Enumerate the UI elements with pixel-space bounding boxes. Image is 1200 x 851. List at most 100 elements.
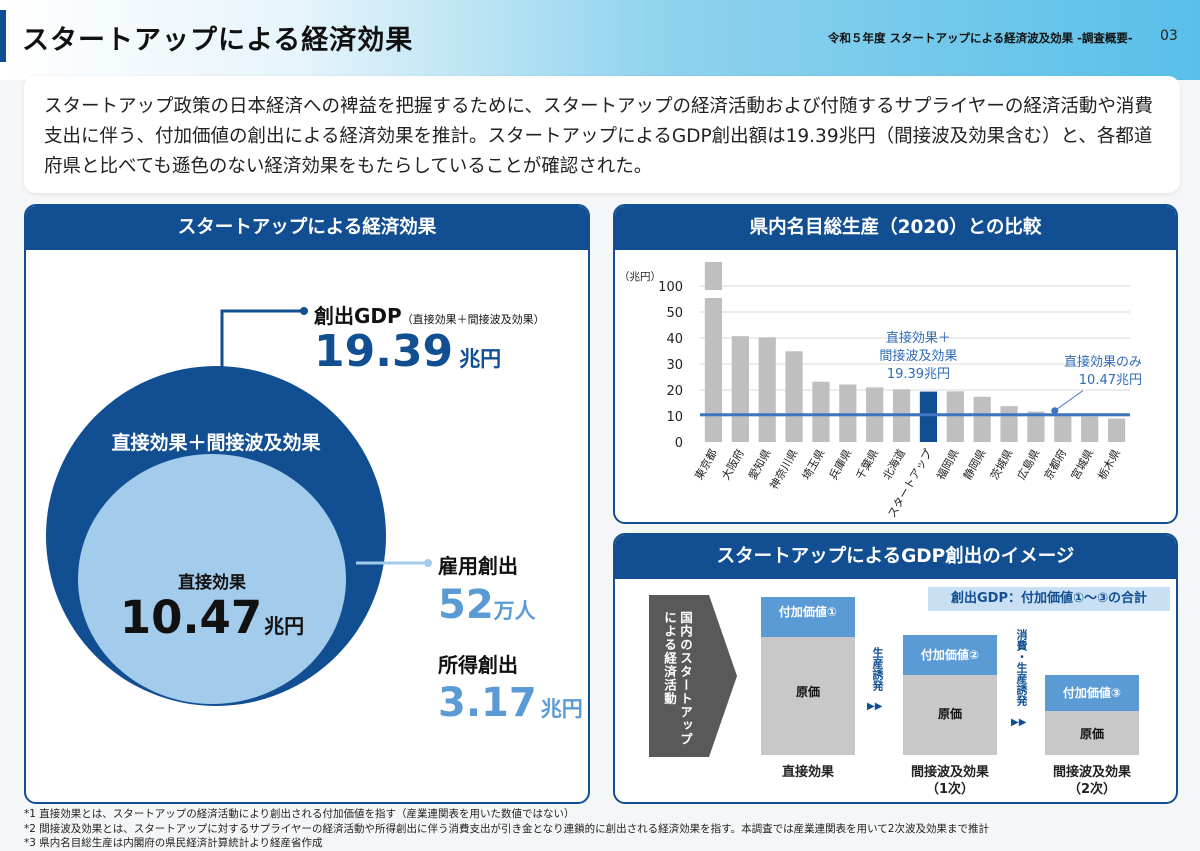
- x-tick-label: 宮城県: [1068, 447, 1097, 483]
- gdp-label: 創出GDP: [314, 304, 402, 328]
- value-added-3: 付加価値③: [1045, 675, 1139, 711]
- arrow-label-production: 生産誘発: [871, 647, 884, 691]
- legend-box: 創出GDP：付加価値①～③の合計: [928, 587, 1170, 611]
- gdp-comparison-panel-title: 県内名目総生産（2020）との比較: [615, 206, 1176, 250]
- source-label: 国内のスタートアップによる経済活動: [662, 611, 693, 746]
- gdp-heading: 創出GDP（直接効果＋間接波及効果）: [314, 300, 545, 329]
- bar: [973, 396, 991, 442]
- economic-effect-panel: スタートアップによる経済効果 創出GDP（直接効果＋間接波及効果） 19.39 兆…: [24, 204, 590, 804]
- highlight-annotation-line1: 直接効果＋: [886, 330, 951, 346]
- bar: [1107, 418, 1126, 442]
- bar: [704, 262, 723, 442]
- caption-direct: 直接効果: [781, 765, 834, 780]
- inner-value: 10.47: [119, 591, 263, 644]
- x-tick-label: 東京都: [691, 447, 720, 483]
- y-tick-label: 20: [666, 384, 683, 399]
- bar: [758, 337, 776, 442]
- caption-indirect-1-order: （1次）: [925, 782, 975, 797]
- y-tick-label: 0: [675, 436, 683, 451]
- x-tick-label: 茨城県: [987, 447, 1016, 483]
- income-value: 3.17: [438, 680, 537, 726]
- outer-circle-label: 直接効果＋間接波及効果: [111, 432, 321, 454]
- footnote: *2 間接波及効果とは、スタートアップに対するサプライヤーの経済活動や所得創出に…: [24, 822, 989, 835]
- gdp-image-panel-title: スタートアップによるGDP創出のイメージ: [615, 535, 1176, 579]
- y-axis-label: （兆円）: [619, 271, 661, 283]
- header-band: [0, 0, 1200, 80]
- x-tick-label: 埼玉県: [799, 447, 828, 483]
- cost-2: 原価: [903, 675, 997, 755]
- y-tick-label: 30: [666, 358, 683, 373]
- source-arrow: [649, 595, 737, 757]
- y-tick-label: 50: [666, 306, 683, 321]
- highlight-annotation-line3: 19.39兆円: [887, 367, 950, 382]
- income-unit: 兆円: [540, 697, 583, 721]
- arrow-icon-2: ▶▶: [1011, 717, 1027, 728]
- bar: [812, 381, 830, 442]
- x-tick-label: 北海道: [880, 447, 909, 483]
- x-tick-label: 兵庫県: [826, 447, 855, 483]
- economic-effect-panel-title: スタートアップによる経済効果: [26, 206, 588, 250]
- footnotes: *1 直接効果とは、スタートアップの経済活動により創出される付加価値を指す（産業…: [24, 807, 989, 851]
- header-subtitle: 令和５年度 スタートアップによる経済波及効果 -調査概要-: [828, 31, 1133, 45]
- x-tick-label: 愛知県: [745, 447, 774, 483]
- gdp-comparison-panel: 県内名目総生産（2020）との比較 0 10 20 30 40 50 100 （兆円） 東京都大…: [613, 204, 1178, 524]
- header-accent-bar: [0, 10, 6, 62]
- x-tick-label: 千葉県: [853, 447, 882, 483]
- connector-lines: [220, 307, 432, 567]
- reference-marker: [1051, 407, 1059, 415]
- gdp-image-panel: スタートアップによるGDP創出のイメージ 創出GDP：付加価値①～③の合計 国内…: [613, 533, 1178, 804]
- arrow-icon-1: ▶▶: [867, 701, 883, 712]
- gdp-unit: 兆円: [459, 347, 502, 371]
- page-number: 03: [1160, 28, 1178, 44]
- reference-leader: [1054, 390, 1084, 412]
- bar: [1027, 411, 1045, 442]
- x-tick-label: 栃木県: [1095, 447, 1124, 483]
- summary-box: スタートアップ政策の日本経済への裨益を把握するために、スタートアップの経済活動お…: [24, 76, 1180, 193]
- footnote: *1 直接効果とは、スタートアップの経済活動により創出される付加価値を指す（産業…: [24, 808, 575, 820]
- employment-value: 52: [438, 582, 494, 628]
- y-tick-label: 100: [658, 280, 683, 295]
- gdp-value: 19.39: [314, 326, 454, 377]
- bar: [1000, 406, 1018, 442]
- x-tick-label: 静岡県: [960, 447, 989, 483]
- gdp-figure: 19.39 兆円: [314, 326, 501, 377]
- gdp-note: （直接効果＋間接波及効果）: [401, 313, 545, 326]
- footnote: *3 県内名目総生産は内閣府の県民経済計算統計より経産省作成: [24, 837, 323, 849]
- inner-unit: 兆円: [264, 614, 305, 638]
- inner-circle: [78, 454, 346, 704]
- employment-label: 雇用創出: [438, 554, 518, 578]
- caption-indirect-1: 間接波及効果: [910, 765, 989, 780]
- x-tick-label: 広島県: [1014, 447, 1043, 483]
- bar: [839, 384, 857, 442]
- value-added-2: 付加価値②: [903, 635, 997, 675]
- x-tick-label: 京都府: [1041, 447, 1070, 483]
- bar: [731, 336, 749, 442]
- cost-3: 原価: [1045, 711, 1139, 755]
- value-added-1: 付加価値①: [761, 597, 855, 637]
- axis-break: [701, 290, 726, 298]
- bar: [946, 391, 964, 442]
- bar: [785, 351, 803, 442]
- reference-value-label: 10.47兆円: [1079, 373, 1142, 388]
- x-tick-label: 大阪府: [718, 447, 747, 483]
- bar: [1054, 414, 1072, 442]
- y-tick-label: 10: [666, 410, 683, 425]
- inner-circle-label: 直接効果: [178, 573, 246, 593]
- caption-indirect-2: 間接波及効果: [1052, 765, 1131, 780]
- income-label: 所得創出: [438, 653, 518, 677]
- bar: [919, 391, 938, 442]
- employment-unit: 万人: [493, 599, 536, 623]
- arrow-label-consumption: 消費・生産誘発: [1015, 629, 1028, 706]
- y-tick-label: 40: [666, 332, 683, 347]
- x-tick-label: 福岡県: [933, 447, 962, 483]
- page-title: スタートアップによる経済効果: [22, 25, 414, 56]
- bar: [1081, 416, 1099, 442]
- cost-1: 原価: [761, 637, 855, 755]
- highlight-annotation-line2: 間接波及効果: [879, 348, 957, 364]
- caption-indirect-2-order: （2次）: [1067, 782, 1117, 797]
- employment-figure: 52万人: [438, 582, 536, 628]
- summary-text: スタートアップ政策の日本経済への裨益を把握するために、スタートアップの経済活動お…: [44, 96, 1153, 177]
- reference-label: 直接効果のみ: [1064, 354, 1142, 370]
- inner-figure: 10.47 兆円: [78, 591, 346, 644]
